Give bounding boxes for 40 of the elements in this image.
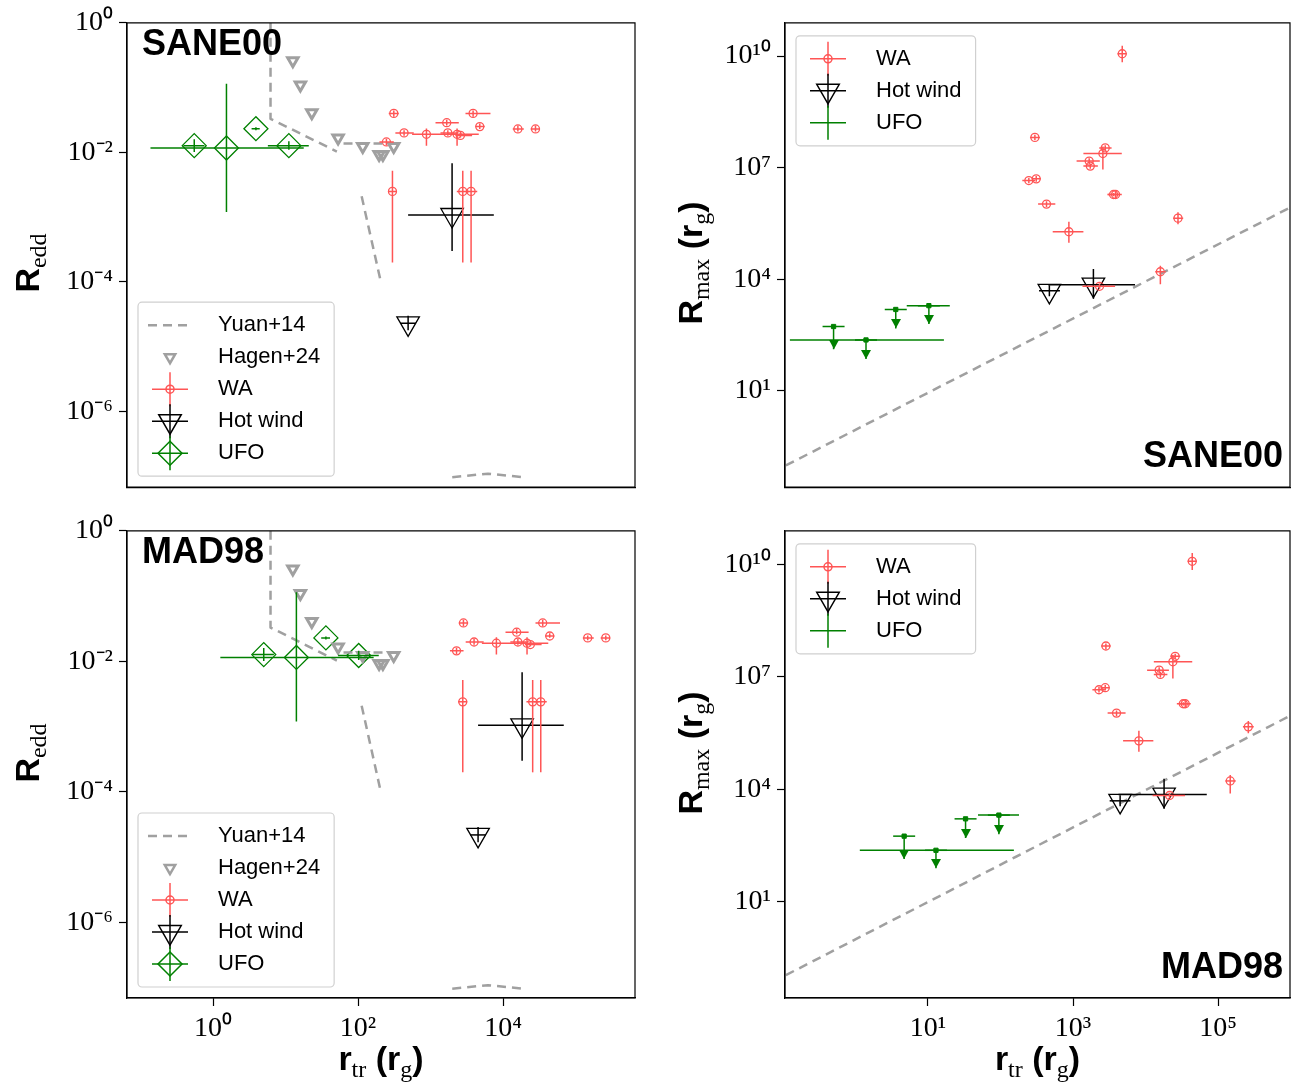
legend-label: WA [218,886,253,912]
legend-label: Yuan+14 [218,311,306,337]
y-tick-label: 10⁻⁴ [66,774,113,806]
y-tick-label: 10⁻⁶ [66,393,113,425]
x-tick-label: 10¹ [909,1011,947,1043]
annotation: SANE00 [1142,434,1283,476]
legend-label: UFO [876,108,923,134]
legend-label: WA [876,44,911,70]
x-tick-label: 10⁴ [484,1011,522,1043]
y-tick-label: 10⁻² [67,643,113,675]
legend-label: Yuan+14 [218,822,306,848]
x-tick-label: 10⁵ [1199,1011,1237,1043]
legend-label: WA [876,552,911,578]
legend-label: Hot wind [218,407,304,433]
y-tick-label: 10⁻⁶ [66,904,113,936]
y-tick-label: 10⁴ [733,261,771,293]
annotation: SANE00 [142,21,283,63]
y-tick-label: 10⁷ [733,659,771,691]
y-tick-label: 10⁻² [67,134,113,166]
y-tick-label: 10⁷ [733,150,771,182]
legend-label: Hot wind [218,918,304,944]
y-tick-label: 10⁻⁴ [66,264,113,296]
legend-label: Hagen+24 [218,854,321,880]
legend-label: Hot wind [876,584,962,610]
legend-label: WA [218,375,253,401]
legend-label: UFO [218,439,265,465]
annotation: MAD98 [142,529,265,571]
annotation: MAD98 [1160,944,1283,986]
y-tick-label: 10¹⁰ [724,546,771,578]
legend-label: Hot wind [876,76,962,102]
legend-label: Hagen+24 [218,343,321,369]
y-tick-label: 10¹ [734,373,771,405]
legend-label: UFO [218,950,265,976]
legend-label: UFO [876,616,923,642]
y-tick-label: 10¹⁰ [724,38,771,70]
y-tick-label: 10⁰ [75,513,113,545]
y-tick-label: 10⁴ [733,771,771,803]
y-tick-label: 10¹ [734,884,771,916]
y-tick-label: 10⁰ [75,5,113,37]
x-tick-label: 10⁰ [194,1011,233,1043]
